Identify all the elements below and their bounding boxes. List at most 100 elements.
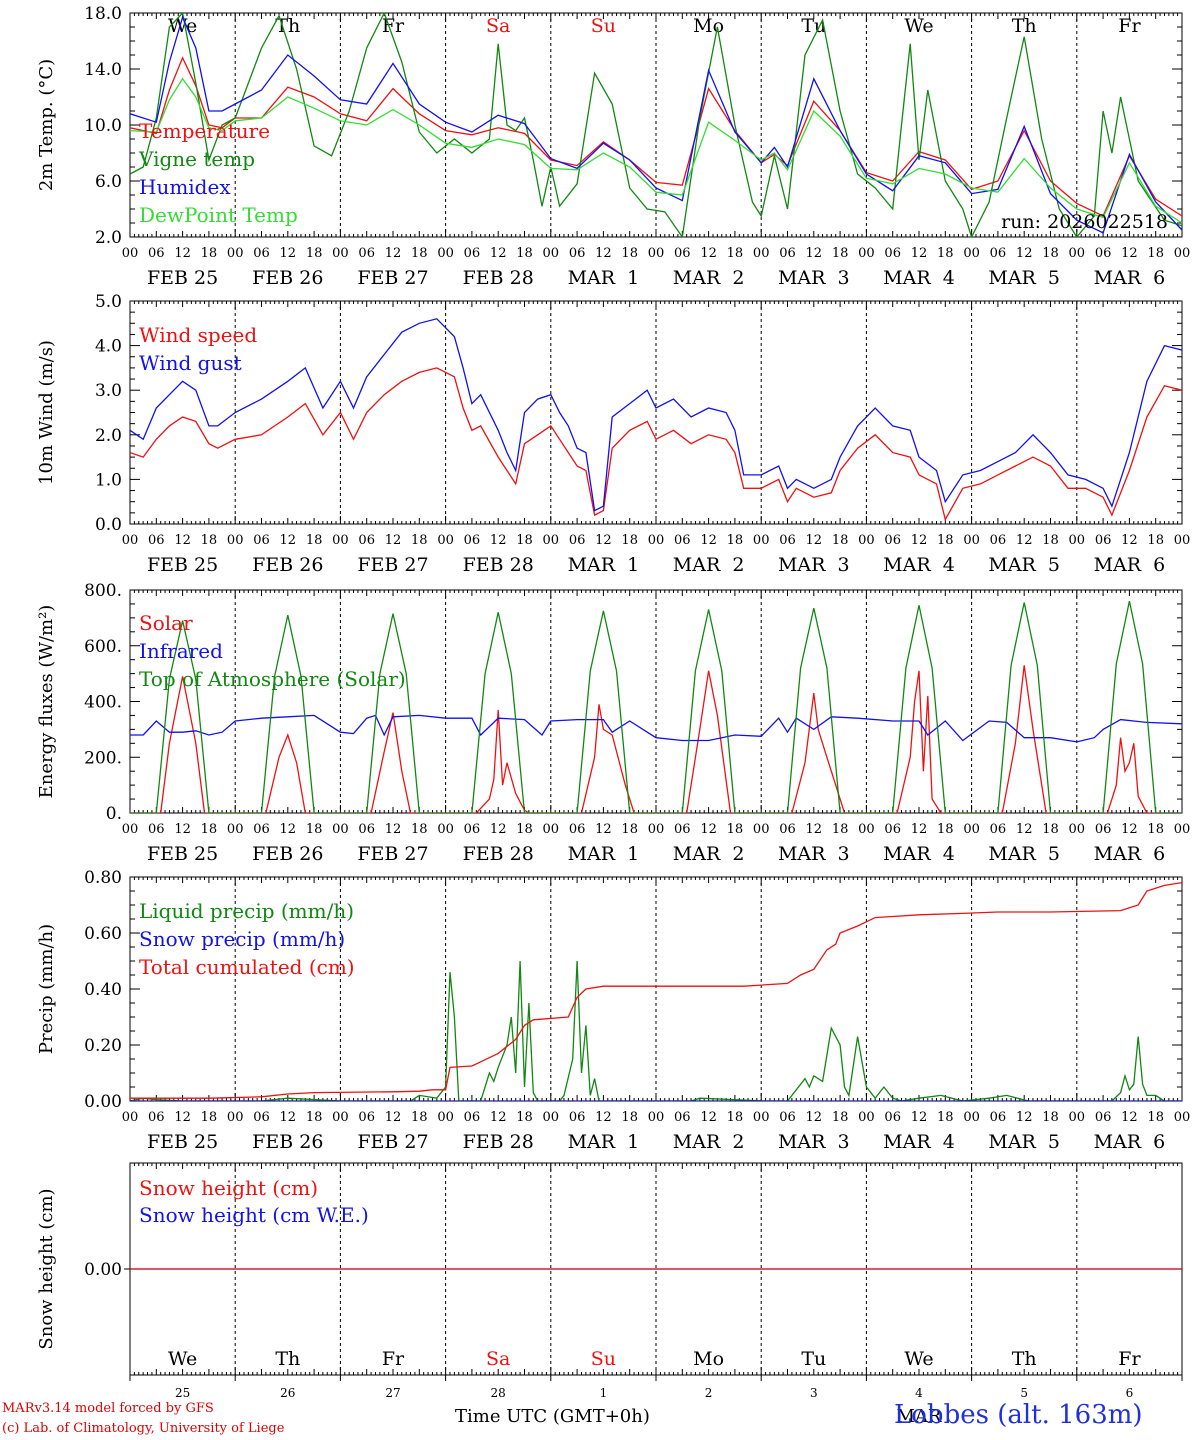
energy-y-tick-label: 0. bbox=[106, 804, 122, 824]
day-name-label: Th bbox=[275, 15, 300, 37]
energy-y-tick-label: 200. bbox=[84, 748, 122, 768]
energy-hour-label: 00 bbox=[543, 822, 560, 837]
snow-day-number-label: 5 bbox=[1020, 1386, 1028, 1400]
day-name-label: Sa bbox=[486, 15, 510, 37]
precip-hour-label: 06 bbox=[148, 1110, 165, 1125]
precip-y-tick-label: 0.40 bbox=[84, 980, 122, 1000]
energy-series-solar bbox=[130, 665, 1182, 813]
precip-hour-label: 00 bbox=[543, 1110, 560, 1125]
precip-y-tick-label: 0.20 bbox=[84, 1036, 122, 1056]
precip-series-liquid-precip-mm-h- bbox=[130, 960, 1182, 1101]
wind-hour-label: 00 bbox=[753, 533, 770, 548]
snow-legend-entry: Snow height (cm) bbox=[139, 1176, 318, 1200]
wind-hour-label: 06 bbox=[779, 533, 796, 548]
temperature-hour-label: 06 bbox=[674, 246, 691, 261]
temperature-hour-label: 12 bbox=[385, 246, 402, 261]
day-name-label: We bbox=[904, 15, 933, 37]
wind-hour-label: 12 bbox=[1016, 533, 1033, 548]
temperature-date-label: MAR 4 bbox=[883, 267, 955, 289]
energy-hour-label: 18 bbox=[306, 822, 323, 837]
temperature-hour-label: 18 bbox=[937, 246, 954, 261]
wind-hour-label: 18 bbox=[937, 533, 954, 548]
energy-date-label: MAR 3 bbox=[778, 843, 850, 865]
temperature-hour-label: 18 bbox=[1147, 246, 1164, 261]
precip-hour-label: 00 bbox=[122, 1110, 139, 1125]
wind-date-label: FEB 26 bbox=[252, 554, 323, 576]
temperature-hour-label: 00 bbox=[753, 246, 770, 261]
snow-day-name-label: Mo bbox=[693, 1348, 724, 1370]
precip-hour-label: 12 bbox=[385, 1110, 402, 1125]
energy-hour-label: 00 bbox=[332, 822, 349, 837]
energy-hour-label: 12 bbox=[385, 822, 402, 837]
energy-date-label: FEB 25 bbox=[147, 843, 218, 865]
wind-series-wind-gust bbox=[130, 318, 1182, 512]
temperature-hour-label: 06 bbox=[253, 246, 270, 261]
wind-y-tick-label: 1.0 bbox=[95, 470, 122, 490]
energy-hour-label: 06 bbox=[990, 822, 1007, 837]
temperature-hour-label: 12 bbox=[806, 246, 823, 261]
x-axis-title: Time UTC (GMT+0h) bbox=[455, 1406, 650, 1427]
copyright-credit: (c) Lab. of Climatology, University of L… bbox=[2, 1421, 285, 1436]
temperature-y-tick-label: 6.0 bbox=[95, 172, 122, 192]
precip-hour-label: 00 bbox=[753, 1110, 770, 1125]
wind-hour-label: 00 bbox=[227, 533, 244, 548]
wind-date-label: MAR 5 bbox=[988, 554, 1060, 576]
temperature-hour-label: 00 bbox=[227, 246, 244, 261]
wind-hour-label: 18 bbox=[1042, 533, 1059, 548]
temperature-hour-label: 18 bbox=[516, 246, 533, 261]
snow-day-number-label: 26 bbox=[280, 1386, 295, 1400]
energy-date-label: MAR 1 bbox=[568, 843, 640, 865]
wind-plot-frame bbox=[129, 300, 1183, 525]
precip-hour-label: 18 bbox=[937, 1110, 954, 1125]
temperature-hour-label: 06 bbox=[464, 246, 481, 261]
precip-hour-label: 18 bbox=[621, 1110, 638, 1125]
temperature-y-tick-label: 10.0 bbox=[84, 116, 122, 136]
precip-hour-label: 18 bbox=[1042, 1110, 1059, 1125]
wind-hour-label: 12 bbox=[911, 533, 928, 548]
snow-day-name-label: Su bbox=[591, 1348, 616, 1370]
wind-date-label: FEB 25 bbox=[147, 554, 218, 576]
wind-hour-label: 00 bbox=[437, 533, 454, 548]
location-label: Lobbes (alt. 163m) bbox=[894, 1400, 1143, 1430]
wind-hour-label: 12 bbox=[490, 533, 507, 548]
precip-hour-label: 12 bbox=[490, 1110, 507, 1125]
precip-date-label: FEB 28 bbox=[463, 1131, 534, 1153]
temperature-hour-label: 12 bbox=[700, 246, 717, 261]
wind-hour-label: 06 bbox=[884, 533, 901, 548]
energy-date-label: MAR 2 bbox=[673, 843, 745, 865]
precip-date-label: MAR 5 bbox=[988, 1131, 1060, 1153]
precip-date-label: MAR 1 bbox=[568, 1131, 640, 1153]
wind-hour-label: 06 bbox=[674, 533, 691, 548]
day-name-label: Fr bbox=[382, 15, 405, 37]
snow-day-number-label: 27 bbox=[385, 1386, 400, 1400]
wind-hour-label: 18 bbox=[832, 533, 849, 548]
temperature-hour-label: 00 bbox=[1069, 246, 1086, 261]
precip-y-axis-title: Precip (mm/h) bbox=[36, 924, 57, 1054]
temperature-date-label: FEB 26 bbox=[252, 267, 323, 289]
energy-hour-label: 00 bbox=[648, 822, 665, 837]
temperature-hour-label: 06 bbox=[358, 246, 375, 261]
temperature-hour-label: 00 bbox=[437, 246, 454, 261]
energy-date-label: FEB 27 bbox=[357, 843, 428, 865]
temperature-date-label: FEB 28 bbox=[463, 267, 534, 289]
energy-hour-label: 12 bbox=[911, 822, 928, 837]
run-label: run: 2026022518 bbox=[1001, 211, 1168, 233]
temperature-legend-entry: Vigne temp bbox=[138, 147, 255, 171]
temperature-hour-label: 06 bbox=[1095, 246, 1112, 261]
energy-series-infrared bbox=[130, 714, 1182, 743]
precip-hour-label: 18 bbox=[832, 1110, 849, 1125]
temperature-hour-label: 18 bbox=[1042, 246, 1059, 261]
wind-hour-label: 12 bbox=[700, 533, 717, 548]
precip-hour-label: 18 bbox=[727, 1110, 744, 1125]
precip-date-label: FEB 27 bbox=[357, 1131, 428, 1153]
wind-hour-label: 06 bbox=[358, 533, 375, 548]
day-name-label: Tu bbox=[801, 15, 826, 37]
precip-date-label: MAR 4 bbox=[883, 1131, 955, 1153]
energy-hour-label: 12 bbox=[490, 822, 507, 837]
precip-hour-label: 06 bbox=[990, 1110, 1007, 1125]
wind-hour-label: 18 bbox=[516, 533, 533, 548]
temperature-hour-label: 18 bbox=[832, 246, 849, 261]
temperature-hour-label: 00 bbox=[122, 246, 139, 261]
energy-date-label: FEB 26 bbox=[252, 843, 323, 865]
